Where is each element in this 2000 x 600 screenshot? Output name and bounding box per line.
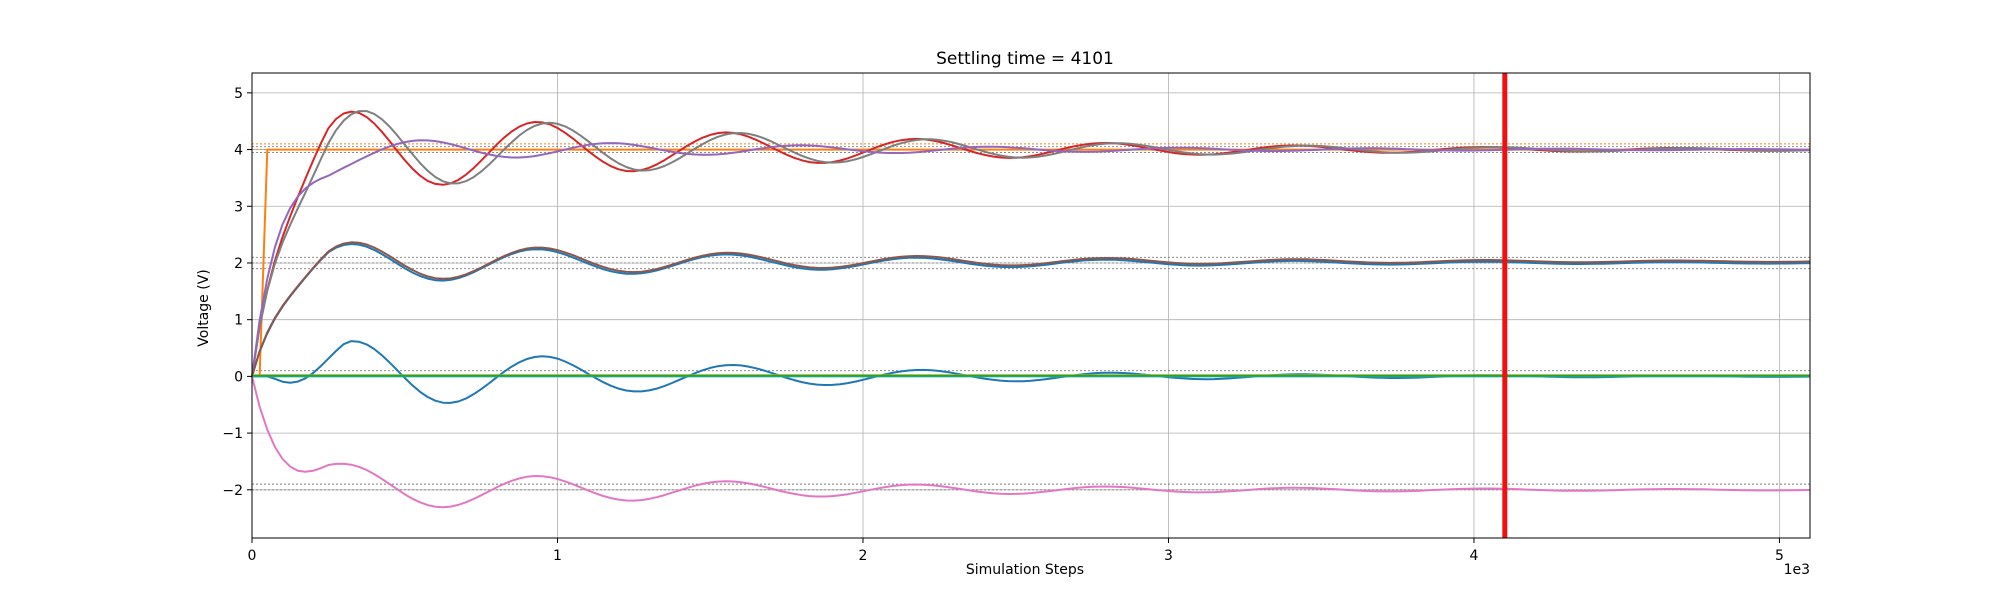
y-tick-label: −1 <box>222 426 243 442</box>
y-tick-label: 4 <box>234 143 243 159</box>
x-tick-label: 4 <box>1469 548 1478 564</box>
data-series <box>251 110 1811 509</box>
x-tick-label: 0 <box>248 548 257 564</box>
x-tick-label: 5 <box>1775 548 1784 564</box>
axis-ticks: 0 1 2 3 4 5 −2 −1 0 1 2 3 4 5 <box>222 86 1784 564</box>
y-tick-label: 2 <box>234 256 243 272</box>
series-line-pink-neg2v <box>251 376 1811 509</box>
x-axis-label: Simulation Steps <box>966 562 1084 578</box>
series-line-gray <box>251 110 1811 377</box>
y-tick-label: 3 <box>234 199 243 215</box>
x-tick-label: 2 <box>859 548 868 564</box>
chart-title: Settling time = 4101 <box>936 49 1114 69</box>
y-tick-label: 1 <box>234 313 243 329</box>
y-tick-label: 0 <box>234 369 243 385</box>
x-tick-label: 1 <box>553 548 562 564</box>
y-axis-label: Voltage (V) <box>196 269 212 346</box>
series-line-blue-2v <box>251 243 1811 377</box>
x-tick-label: 3 <box>1164 548 1173 564</box>
series-line-brown-2v <box>251 241 1811 377</box>
series-line-purple <box>251 139 1811 377</box>
x-offset-label: 1e3 <box>1784 562 1810 578</box>
y-tick-label: 5 <box>234 86 243 102</box>
y-tick-label: −2 <box>222 483 243 499</box>
plot-frame <box>251 72 1811 539</box>
